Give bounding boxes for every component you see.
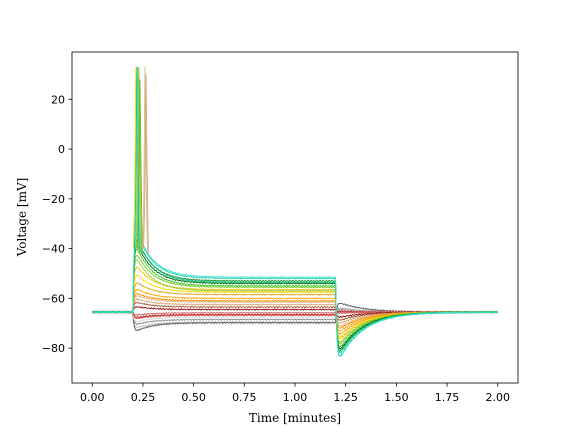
voltage-trace (91, 232, 499, 357)
x-axis-title: Time [minutes] (249, 411, 341, 425)
x-tick-label: 0.00 (80, 391, 105, 404)
x-tick-label: 2.00 (485, 391, 510, 404)
spike-trace (136, 66, 142, 254)
spike-trace (143, 74, 149, 254)
y-axis-title: Voltage [mV] (15, 178, 29, 258)
x-tick-label: 1.00 (283, 391, 308, 404)
spike-trace (142, 66, 148, 254)
spike-trace (135, 66, 141, 254)
y-tick-label: −40 (42, 243, 65, 256)
x-tick-label: 1.25 (333, 391, 358, 404)
y-tick-label: −80 (42, 342, 65, 355)
x-tick-label: 1.75 (435, 391, 460, 404)
y-tick-label: 0 (58, 143, 65, 156)
y-axis-ticks: −80 −60 −40 −20 0 20 (42, 93, 72, 355)
y-tick-label: −60 (42, 292, 65, 305)
x-axis-ticks: 0.00 0.25 0.50 0.75 1.00 1.25 1.50 1.75 2.00 (80, 383, 510, 404)
y-tick-label: 20 (51, 93, 65, 106)
x-tick-label: 1.50 (384, 391, 409, 404)
voltage-traces (91, 66, 499, 357)
x-tick-label: 0.75 (232, 391, 257, 404)
x-tick-label: 0.50 (181, 391, 206, 404)
x-tick-label: 0.25 (131, 391, 156, 404)
y-tick-label: −20 (42, 193, 65, 206)
spike-trace (137, 79, 143, 254)
